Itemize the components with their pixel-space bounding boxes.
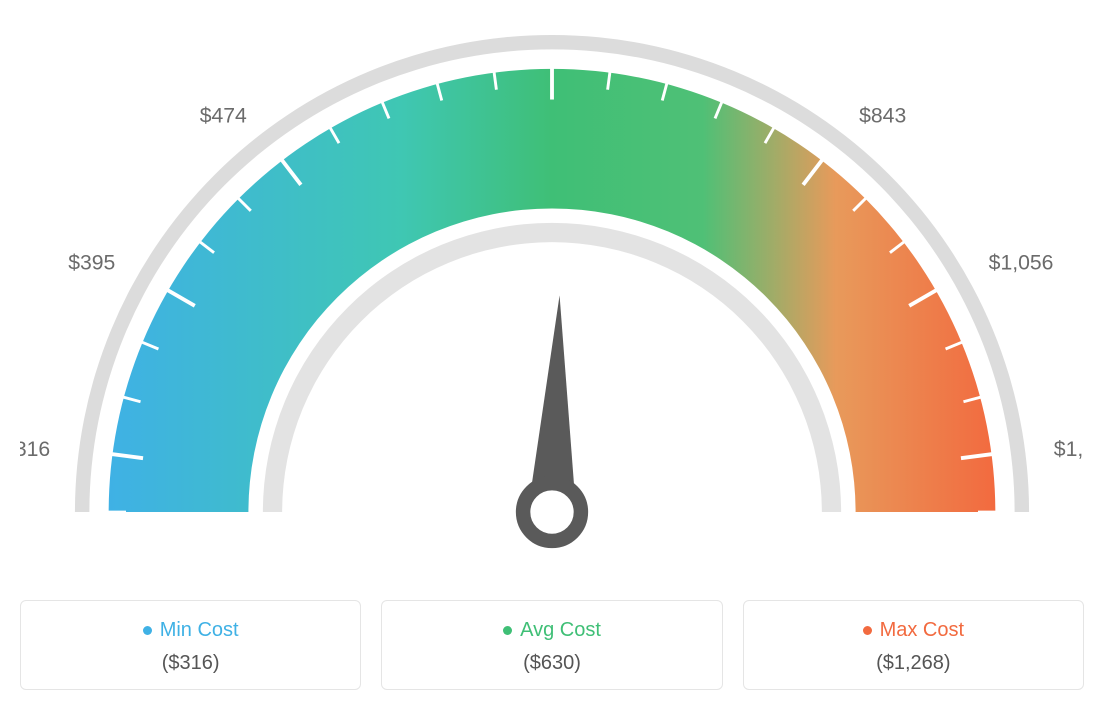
legend-value: ($1,268) — [754, 652, 1073, 675]
tick-label: $843 — [859, 104, 906, 127]
legend-card-avg: Avg Cost ($630) — [381, 600, 722, 690]
legend-row: Min Cost ($316) Avg Cost ($630) Max Cost ($1,… — [20, 600, 1084, 690]
needle-hub — [523, 483, 581, 541]
tick-label: $395 — [68, 252, 115, 275]
legend-label-text: Max Cost — [880, 619, 964, 642]
legend-label: Avg Cost — [503, 619, 601, 642]
legend-dot-icon — [863, 626, 872, 635]
legend-dot-icon — [143, 626, 152, 635]
gauge-svg: $316$395$474$630$843$1,056$1,268 — [20, 20, 1084, 580]
legend-card-min: Min Cost ($316) — [20, 600, 361, 690]
legend-label-text: Min Cost — [160, 619, 239, 642]
tick-label: $1,268 — [1054, 438, 1084, 461]
legend-dot-icon — [503, 626, 512, 635]
legend-card-max: Max Cost ($1,268) — [743, 600, 1084, 690]
gauge-svg-wrap: $316$395$474$630$843$1,056$1,268 — [20, 20, 1084, 580]
tick-label: $1,056 — [989, 252, 1054, 275]
legend-label-text: Avg Cost — [520, 619, 601, 642]
tick-label: $474 — [200, 104, 247, 127]
legend-value: ($630) — [392, 652, 711, 675]
tick-label: $316 — [20, 438, 50, 461]
legend-label: Min Cost — [143, 619, 239, 642]
cost-gauge-chart: $316$395$474$630$843$1,056$1,268 — [20, 20, 1084, 580]
legend-value: ($316) — [31, 652, 350, 675]
legend-label: Max Cost — [863, 619, 964, 642]
